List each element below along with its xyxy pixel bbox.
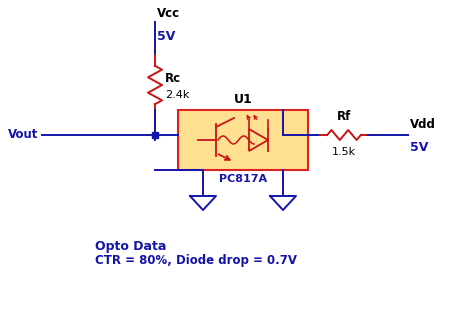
Text: 2.4k: 2.4k [165,90,190,100]
Text: U1: U1 [234,93,252,106]
Text: 1.5k: 1.5k [332,147,356,157]
Text: Rf: Rf [337,110,351,123]
Text: 5V: 5V [410,141,428,154]
Bar [178,110,308,170]
Text: Vout: Vout [8,128,38,141]
Text: CTR = 80%, Diode drop = 0.7V: CTR = 80%, Diode drop = 0.7V [95,254,297,267]
Text: Opto Data: Opto Data [95,240,166,253]
Text: 5V: 5V [157,30,175,43]
Text: Vdd: Vdd [410,118,436,131]
Text: Rc: Rc [165,72,181,85]
Text: Vcc: Vcc [157,7,180,20]
Text: PC817A: PC817A [219,174,267,184]
